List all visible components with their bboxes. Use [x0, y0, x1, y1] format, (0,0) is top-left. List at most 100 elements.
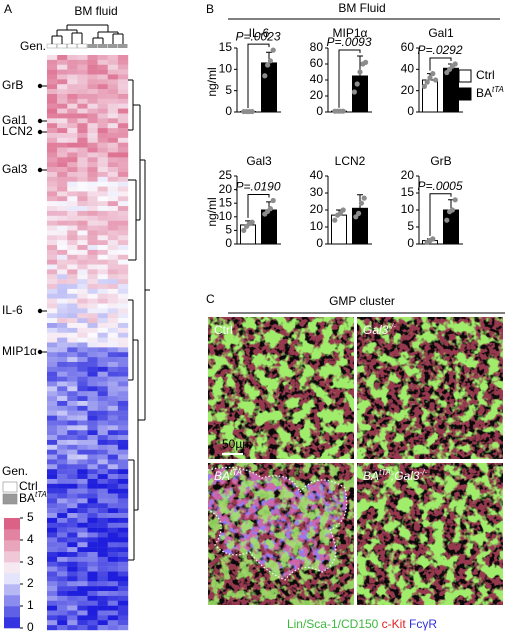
heatmap-cell	[47, 556, 58, 562]
heatmap-cell	[47, 220, 58, 226]
heatmap-cell	[117, 142, 129, 148]
heatmap-cell	[57, 605, 68, 611]
heatmap-cell	[107, 391, 119, 397]
heatmap-cell	[97, 337, 108, 343]
heatmap-cell	[117, 435, 129, 441]
heatmap-cell	[107, 508, 119, 514]
heatmap-cell	[77, 561, 88, 567]
color-scale-block	[4, 584, 20, 596]
heatmap-cell	[77, 610, 88, 616]
heatmap-cell	[47, 439, 58, 446]
heatmap-cell	[77, 249, 88, 255]
heatmap-cell	[47, 245, 58, 251]
heatmap-cell	[77, 435, 88, 441]
heatmap-cell	[77, 459, 88, 465]
data-point	[452, 197, 458, 203]
heatmap-cell	[97, 206, 108, 212]
heatmap-cell	[87, 347, 98, 353]
heatmap-cell	[47, 181, 58, 187]
heatmap-cell	[117, 259, 129, 265]
heatmap-cell	[47, 264, 58, 270]
heatmap-cell	[107, 245, 119, 251]
heatmap-cell	[57, 332, 68, 338]
heatmap-cell	[117, 147, 129, 153]
heatmap-cell	[67, 508, 78, 514]
heatmap-cell	[57, 439, 68, 446]
heatmap-cell	[87, 55, 98, 61]
heatmap-cell	[47, 581, 58, 587]
heatmap-cell	[87, 376, 98, 382]
heatmap-cell	[117, 542, 129, 548]
y-tick-label: 15	[219, 195, 233, 209]
heatmap-cell	[47, 288, 58, 294]
heatmap-cell	[87, 547, 98, 553]
heatmap-cell	[67, 288, 78, 294]
heatmap-cell	[67, 293, 78, 299]
heatmap-cell	[47, 361, 58, 368]
heatmap-cell	[107, 435, 119, 441]
legend-label-part: Ctrl	[476, 68, 495, 82]
heatmap-cell	[47, 152, 58, 158]
heatmap-cell	[67, 478, 78, 485]
heatmap-cell	[97, 410, 108, 416]
y-tick-label: 5	[407, 219, 414, 233]
y-tick-label: 10	[310, 219, 324, 233]
heatmap-cell	[47, 513, 58, 519]
heatmap-cell	[107, 318, 119, 324]
heatmap-cell	[47, 561, 58, 567]
heatmap-cell	[117, 400, 129, 407]
heatmap-cell	[117, 288, 129, 294]
heatmap-cell	[57, 376, 68, 382]
bar	[261, 62, 277, 113]
heatmap-cell	[57, 396, 68, 402]
heatmap-cell	[57, 298, 68, 304]
y-tick-label: 10	[219, 209, 233, 223]
heatmap-cell	[87, 488, 98, 494]
heatmap-cell	[107, 167, 119, 173]
heatmap-cell	[117, 430, 129, 436]
row-dot	[37, 118, 43, 124]
heatmap-cell	[97, 517, 108, 523]
heatmap-cell	[77, 79, 88, 85]
heatmap-cell	[67, 493, 78, 499]
heatmap-cell	[107, 410, 119, 416]
heatmap-cell	[77, 147, 88, 153]
heatmap-cell	[107, 478, 119, 485]
group-bar	[107, 44, 118, 48]
heatmap-cell	[47, 386, 58, 392]
heatmap-cell	[67, 108, 78, 114]
heatmap-cell	[47, 186, 58, 192]
heatmap-cell	[97, 396, 108, 402]
heatmap-cell	[77, 220, 88, 226]
heatmap-cell	[77, 503, 88, 509]
heatmap-cell	[47, 108, 58, 114]
heatmap-cell	[67, 430, 78, 436]
heatmap-cell	[87, 186, 98, 192]
heatmap-cell	[57, 600, 68, 606]
heatmap-cell	[77, 84, 88, 90]
heatmap-cell	[77, 508, 88, 514]
heatmap-cell	[67, 352, 78, 358]
heatmap-cell	[87, 522, 98, 528]
heatmap-cell	[87, 483, 98, 489]
heatmap-cell	[77, 371, 88, 377]
heatmap-cell	[87, 123, 98, 129]
heatmap-cell	[77, 376, 88, 382]
heatmap-cell	[67, 323, 78, 329]
heatmap-cell	[107, 547, 119, 553]
heatmap-cell	[107, 147, 119, 153]
heatmap-cell	[47, 605, 58, 611]
heatmap-cell	[57, 420, 68, 426]
heatmap-cell	[97, 128, 108, 134]
heatmap-cell	[97, 279, 108, 285]
heatmap-cell	[47, 376, 58, 382]
heatmap-cell	[107, 337, 119, 343]
heatmap-cell	[67, 210, 78, 217]
heatmap-cell	[107, 108, 119, 114]
heatmap-cell	[57, 254, 68, 260]
heatmap-cell	[117, 254, 129, 260]
heatmap-cell	[97, 556, 108, 562]
heatmap-cell	[47, 201, 58, 207]
data-point	[452, 61, 458, 67]
heatmap-cell	[87, 342, 98, 348]
